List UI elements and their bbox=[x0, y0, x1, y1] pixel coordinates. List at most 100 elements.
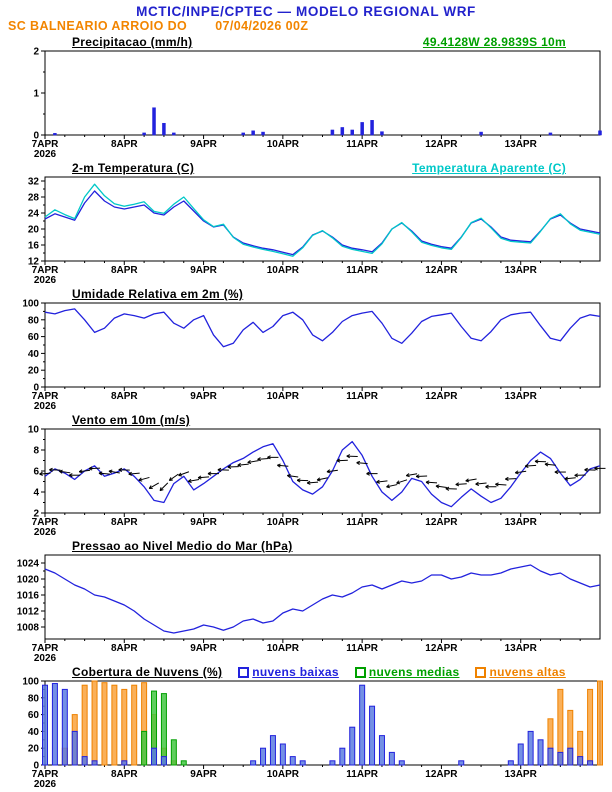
svg-text:13APR: 13APR bbox=[505, 139, 538, 150]
svg-text:10APR: 10APR bbox=[267, 139, 300, 150]
panel-pressure: Pressao ao Nivel Medio do Mar (hPa) 1008… bbox=[0, 537, 612, 664]
svg-text:2026: 2026 bbox=[34, 527, 57, 538]
svg-text:12APR: 12APR bbox=[425, 139, 458, 150]
svg-text:4: 4 bbox=[33, 488, 39, 499]
humidity-line bbox=[44, 308, 601, 348]
svg-text:2026: 2026 bbox=[34, 653, 57, 664]
nuvens-baixas-bars bbox=[42, 683, 594, 766]
svg-text:9APR: 9APR bbox=[190, 769, 217, 780]
temperature-title: 2-m Temperatura (C) bbox=[72, 161, 195, 175]
svg-text:13APR: 13APR bbox=[505, 517, 538, 528]
svg-text:40: 40 bbox=[28, 349, 40, 360]
svg-text:8APR: 8APR bbox=[111, 265, 138, 276]
svg-text:20: 20 bbox=[28, 225, 40, 236]
svg-text:80: 80 bbox=[28, 693, 40, 704]
station-line: SC BALNEARIO ARROIO DO 07/04/2026 00Z bbox=[0, 19, 612, 33]
svg-text:8APR: 8APR bbox=[111, 139, 138, 150]
svg-text:2: 2 bbox=[33, 509, 39, 520]
svg-text:8APR: 8APR bbox=[111, 391, 138, 402]
mid-clouds-box-icon bbox=[354, 666, 366, 678]
svg-text:9APR: 9APR bbox=[190, 391, 217, 402]
svg-text:13APR: 13APR bbox=[505, 643, 538, 654]
svg-text:60: 60 bbox=[28, 710, 40, 721]
svg-text:11APR: 11APR bbox=[346, 265, 378, 276]
high-clouds-box-icon bbox=[475, 666, 487, 678]
nuvens-medias-bars bbox=[141, 690, 187, 766]
svg-text:24: 24 bbox=[28, 209, 40, 220]
panel-humidity: Umidade Relativa em 2m (%) 0 20 40 60 80 100 7… bbox=[0, 285, 612, 412]
apparent-temperature-label: Temperatura Aparente (C) bbox=[412, 161, 566, 175]
svg-text:1008: 1008 bbox=[17, 623, 40, 634]
svg-text:12APR: 12APR bbox=[425, 643, 458, 654]
svg-text:8APR: 8APR bbox=[111, 517, 138, 528]
legend-nuvens-baixas: nuvens baixas bbox=[238, 665, 339, 679]
station-coordinates: 49.4128W 28.9839S 10m bbox=[422, 35, 566, 49]
svg-text:32: 32 bbox=[28, 177, 40, 188]
svg-text:10APR: 10APR bbox=[267, 769, 300, 780]
svg-text:12APR: 12APR bbox=[425, 769, 458, 780]
svg-text:2026: 2026 bbox=[34, 401, 57, 412]
temperature-line bbox=[44, 183, 601, 257]
model-title: MCTIC/INPE/CPTEC — MODELO REGIONAL WRF bbox=[136, 4, 476, 19]
svg-text:16: 16 bbox=[28, 241, 40, 252]
temperature-line bbox=[44, 190, 601, 256]
svg-text:60: 60 bbox=[28, 332, 40, 343]
svg-text:0: 0 bbox=[33, 383, 39, 394]
svg-text:12APR: 12APR bbox=[425, 391, 458, 402]
mid-clouds-label: nuvens medias bbox=[368, 665, 460, 679]
svg-text:0: 0 bbox=[33, 761, 39, 772]
svg-text:10APR: 10APR bbox=[267, 643, 300, 654]
svg-text:7APR: 7APR bbox=[32, 517, 59, 528]
svg-text:1012: 1012 bbox=[17, 607, 40, 618]
precipitation-bars bbox=[53, 107, 602, 136]
report-header: MCTIC/INPE/CPTEC — MODELO REGIONAL WRF S… bbox=[0, 0, 612, 33]
svg-text:9APR: 9APR bbox=[190, 643, 217, 654]
svg-text:2026: 2026 bbox=[34, 149, 57, 160]
svg-text:2026: 2026 bbox=[34, 275, 57, 286]
svg-text:20: 20 bbox=[28, 366, 40, 377]
pressure-line bbox=[44, 564, 601, 634]
svg-text:7APR: 7APR bbox=[32, 265, 59, 276]
svg-text:1: 1 bbox=[33, 89, 39, 100]
svg-text:100: 100 bbox=[22, 677, 39, 688]
svg-text:9APR: 9APR bbox=[190, 517, 217, 528]
svg-text:12APR: 12APR bbox=[425, 265, 458, 276]
svg-text:13APR: 13APR bbox=[505, 769, 538, 780]
wind-barbs bbox=[39, 454, 606, 492]
wind-speed-line bbox=[44, 440, 601, 508]
svg-text:1024: 1024 bbox=[17, 559, 40, 570]
svg-text:13APR: 13APR bbox=[505, 391, 538, 402]
panel-precipitation: Precipitacao (mm/h) 49.4128W 28.9839S 10… bbox=[0, 33, 612, 160]
svg-text:9APR: 9APR bbox=[190, 139, 217, 150]
svg-text:7APR: 7APR bbox=[32, 391, 59, 402]
svg-text:11APR: 11APR bbox=[346, 139, 378, 150]
precipitation-title: Precipitacao (mm/h) bbox=[72, 35, 193, 49]
svg-text:11APR: 11APR bbox=[346, 769, 378, 780]
svg-text:7APR: 7APR bbox=[32, 769, 59, 780]
svg-text:11APR: 11APR bbox=[346, 517, 378, 528]
svg-text:2: 2 bbox=[33, 47, 39, 58]
svg-text:10APR: 10APR bbox=[267, 517, 300, 528]
svg-text:6: 6 bbox=[33, 467, 39, 478]
svg-text:8: 8 bbox=[33, 446, 39, 457]
svg-text:10APR: 10APR bbox=[267, 391, 300, 402]
low-clouds-box-icon bbox=[238, 666, 250, 678]
svg-text:2026: 2026 bbox=[34, 779, 57, 790]
svg-text:10APR: 10APR bbox=[267, 265, 300, 276]
svg-text:100: 100 bbox=[22, 299, 39, 310]
svg-text:7APR: 7APR bbox=[32, 139, 59, 150]
svg-text:9APR: 9APR bbox=[190, 265, 217, 276]
low-clouds-label: nuvens baixas bbox=[252, 665, 339, 679]
humidity-title: Umidade Relativa em 2m (%) bbox=[72, 287, 244, 301]
svg-text:1020: 1020 bbox=[17, 575, 40, 586]
svg-text:7APR: 7APR bbox=[32, 643, 59, 654]
legend-nuvens-altas: nuvens altas bbox=[475, 665, 565, 679]
svg-text:8APR: 8APR bbox=[111, 643, 138, 654]
panel-clouds: Cobertura de Nuvens (%) nuvens baixas nu… bbox=[0, 663, 612, 790]
